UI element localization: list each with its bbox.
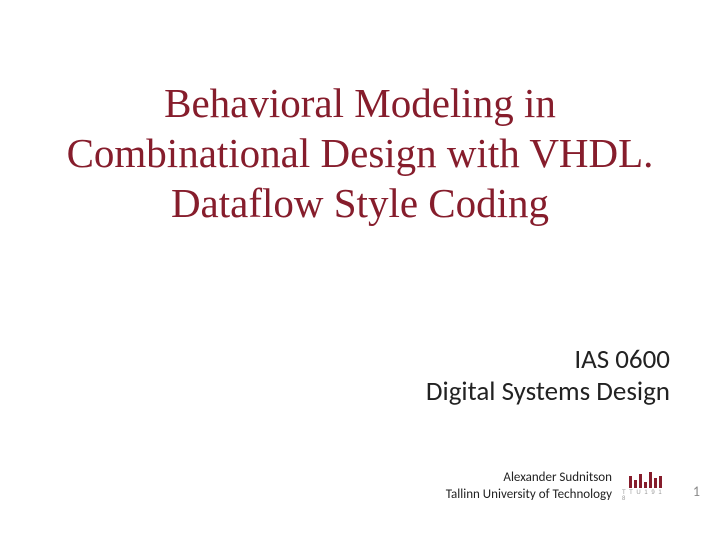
author-block: Alexander Sudnitson Tallinn University o… (446, 470, 612, 504)
logo-bars (629, 472, 662, 488)
course-name: Digital Systems Design (426, 376, 670, 408)
title-line-1: Behavioral Modeling in (10, 78, 710, 128)
author-name: Alexander Sudnitson (446, 470, 612, 487)
author-affiliation: Tallinn University of Technology (446, 487, 612, 504)
university-logo-icon: T T U 1 9 1 8 (622, 472, 668, 502)
title-line-2: Combinational Design with VHDL. (10, 128, 710, 178)
title-line-3: Dataflow Style Coding (10, 178, 710, 228)
page-number: 1 (693, 483, 700, 500)
course-subtitle: IAS 0600 Digital Systems Design (426, 344, 670, 409)
slide-title: Behavioral Modeling in Combinational Des… (0, 78, 720, 228)
logo-text: T T U 1 9 1 8 (622, 490, 668, 502)
course-code: IAS 0600 (426, 344, 670, 376)
